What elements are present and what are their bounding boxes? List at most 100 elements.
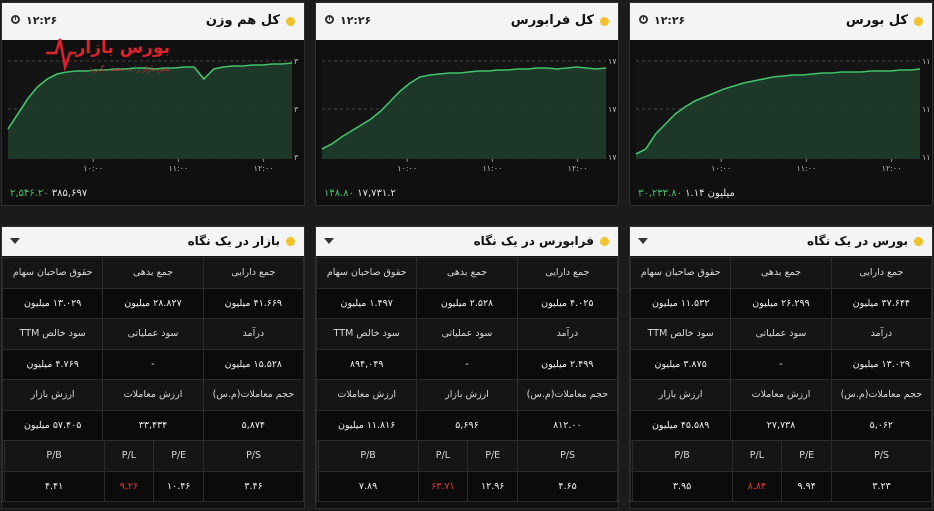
ratio-value: ۸.۸۴	[731, 471, 782, 501]
ratio-values: ۳.۴۶ ۱۰.۴۶ ۹.۲۶ ۴.۴۱	[2, 470, 304, 502]
cell-label: ارزش بازار	[416, 379, 518, 411]
table-row: درآمد سود عملیاتی سود خالص TTM	[315, 318, 619, 350]
ratio-label: P/S	[203, 441, 302, 471]
cell-value: ۵,۸۷۴	[202, 409, 305, 441]
index-chart[interactable]: ۱۱۰ ۱۱۰ ۱۱۰ ۱۰:۰۰ ۱۱:۰۰ ۱۲:۰۰	[630, 41, 932, 191]
ratio-label: P/B	[3, 441, 104, 471]
cell-value: ۱۱.۸۱۶ میلیون	[315, 409, 418, 441]
cell-value: ۴۵.۵۸۹ میلیون	[629, 409, 732, 441]
cell-label: جمع دارایی	[830, 257, 933, 289]
ratio-value: ۱۲.۹۶	[467, 471, 517, 501]
table-panel-bourse: بورس در یک نگاه جمع دارایی جمع بدهی حقوق ص…	[629, 226, 933, 509]
cell-value: ۴.۷۶۹ میلیون	[1, 348, 104, 380]
ratio-value: ۷.۸۹	[317, 471, 418, 501]
cell-label: حقوق صاحبان سهام	[1, 257, 104, 289]
y-tick-label: ۱۷	[608, 105, 617, 114]
table-title: فرابورس در یک نگاه	[473, 234, 594, 248]
ratio-label: P/L	[731, 441, 782, 471]
ratio-value: ۳.۹۵	[631, 471, 732, 501]
cell-label: ارزش معاملات	[102, 379, 204, 411]
cell-value: ۱.۴۹۷ میلیون	[315, 287, 418, 319]
chevron-down-icon[interactable]	[324, 238, 334, 244]
index-value: ۳۰,۲۳۳.۸۰	[638, 188, 682, 199]
cell-value: ۸۹۴,۰۴۹	[315, 348, 418, 380]
y-tick-label: ۳	[294, 153, 299, 162]
ratio-label: P/B	[631, 441, 732, 471]
cell-label: ارزش معاملات	[730, 379, 832, 411]
cell-value: -	[416, 348, 518, 380]
chart-title: کل بورس	[845, 13, 908, 28]
ratio-label: P/L	[417, 441, 468, 471]
cell-value: ۵۷.۴۰۵ میلیون	[1, 409, 104, 441]
y-tick-label: ۱۱۰	[922, 57, 932, 66]
ratio-value: ۹.۹۴	[781, 471, 831, 501]
cell-label: حجم معاملات(م.س)	[830, 379, 933, 411]
ratio-labels: P/S P/E P/L P/B	[2, 440, 304, 472]
chart-time: ۱۲:۲۶	[26, 14, 58, 27]
cell-value: -	[730, 348, 832, 380]
chevron-down-icon[interactable]	[638, 238, 648, 244]
x-tick-label: ۱۱:۰۰	[796, 164, 816, 173]
index-chart[interactable]: ۱۷ ۱۷ ۱۷ ۱۰:۰۰ ۱۱:۰۰ ۱۲:۰۰	[316, 41, 618, 191]
x-tick-label: ۱۰:۰۰	[711, 164, 731, 173]
cell-label: درآمد	[202, 318, 305, 350]
series-area	[8, 63, 292, 159]
table-header[interactable]: بازار در یک نگاه	[2, 227, 304, 256]
y-tick-label: ۱۱۰	[922, 105, 932, 114]
bullet-icon	[286, 17, 295, 26]
ratio-value: ۶۳.۷۱	[417, 471, 468, 501]
index-value: ۳۸۵,۶۹۷	[51, 188, 88, 199]
ratio-values: ۳.۲۳ ۹.۹۴ ۸.۸۴ ۳.۹۵	[630, 470, 932, 502]
cell-value: ۵,۶۹۶	[416, 409, 518, 441]
table-row: حجم معاملات(م.س) ارزش بازار ارزش معاملات	[315, 379, 619, 411]
bullet-icon	[600, 237, 609, 246]
bullet-icon	[286, 237, 295, 246]
chart-header: کل فرابورس ۱۲:۲۶	[316, 3, 618, 40]
table-header[interactable]: فرابورس در یک نگاه	[316, 227, 618, 256]
table-row: حجم معاملات(م.س) ارزش معاملات ارزش بازار	[1, 379, 305, 411]
table-row: ۴.۰۲۵ میلیون ۲.۵۲۸ میلیون ۱.۴۹۷ میلیون	[315, 287, 619, 319]
table-row: جمع دارایی جمع بدهی حقوق صاحبان سهام	[315, 257, 619, 289]
clock-icon	[639, 15, 648, 24]
y-tick-label: ۱۷	[608, 153, 617, 162]
ratio-labels: P/S P/E P/L P/B	[316, 440, 618, 472]
index-chart[interactable]: ۳ ۳ ۳ ۱۰:۰۰ ۱۱:۰۰ ۱۲:۰۰	[2, 41, 304, 191]
cell-value: ۱۵.۵۲۸ میلیون	[202, 348, 305, 380]
cell-label: ارزش بازار	[1, 379, 104, 411]
index-change: ۲,۵۴۶.۲۰	[10, 188, 49, 199]
cell-label: سود عملیاتی	[416, 318, 518, 350]
chart-header: کل بورس ۱۲:۲۶	[630, 3, 932, 40]
cell-label: سود خالص TTM	[629, 318, 732, 350]
ratio-value: ۹.۲۶	[103, 471, 154, 501]
cell-value: ۱۳.۰۲۹ میلیون	[830, 348, 933, 380]
ratio-value: ۴.۶۵	[517, 471, 616, 501]
table-row: ۱۳.۰۲۹ میلیون -۳.۸۷۵ میلیون	[629, 348, 933, 380]
table-header[interactable]: بورس در یک نگاه	[630, 227, 932, 256]
series-area	[322, 67, 606, 159]
series-line	[321, 66, 607, 150]
cell-value: ۴.۰۲۵ میلیون	[516, 287, 619, 319]
x-tick-label: ۱۲:۰۰	[254, 164, 274, 173]
ratio-label: P/E	[781, 441, 831, 471]
cell-value: ۳۷.۶۴۴ میلیون	[830, 287, 933, 319]
cell-value: ۳۳,۴۳۴	[102, 409, 204, 441]
cell-label: سود خالص TTM	[315, 318, 418, 350]
table-row: ۸۱۲.۰۰ ۵,۶۹۶ ۱۱.۸۱۶ میلیون	[315, 409, 619, 441]
chart-panel-farabourse: کل فرابورس ۱۲:۲۶ ۱۷ ۱۷ ۱۷ ۱۰:۰۰ ۱۱:۰۰ ۱۲:۰۰ ۱…	[315, 2, 619, 206]
cell-label: جمع بدهی	[730, 257, 832, 289]
cell-label: حجم معاملات(م.س)	[516, 379, 619, 411]
table-title: بورس در یک نگاه	[807, 234, 908, 248]
cell-label: سود خالص TTM	[1, 318, 104, 350]
table-row: درآمد سود عملیاتی سود خالص TTM	[1, 318, 305, 350]
chart-panel-equal-weight: کل هم وزن ۱۲:۲۶ ۳ ۳ ۳ ۱۰:۰۰ ۱۱:۰۰ ۱۲:۰۰ ۲,۵۴۶…	[1, 2, 305, 206]
y-tick-label: ۳	[294, 57, 299, 66]
chart-footer: ۱۴۸.۸۰ ۱۷,۷۳۱.۲	[324, 188, 396, 199]
clock-icon	[325, 15, 334, 24]
ratio-value: ۴.۴۱	[3, 471, 104, 501]
x-tick-label: ۱۲:۰۰	[568, 164, 588, 173]
cell-value: ۲.۴۹۹ میلیون	[516, 348, 619, 380]
chart-panel-bourse: کل بورس ۱۲:۲۶ ۱۱۰ ۱۱۰ ۱۱۰ ۱۰:۰۰ ۱۱:۰۰ ۱۲:۰۰ ۳…	[629, 2, 933, 206]
chevron-down-icon[interactable]	[10, 238, 20, 244]
table-row: ۵,۰۶۲ ۲۷,۷۳۸ ۴۵.۵۸۹ میلیون	[629, 409, 933, 441]
ratio-label: P/S	[831, 441, 930, 471]
